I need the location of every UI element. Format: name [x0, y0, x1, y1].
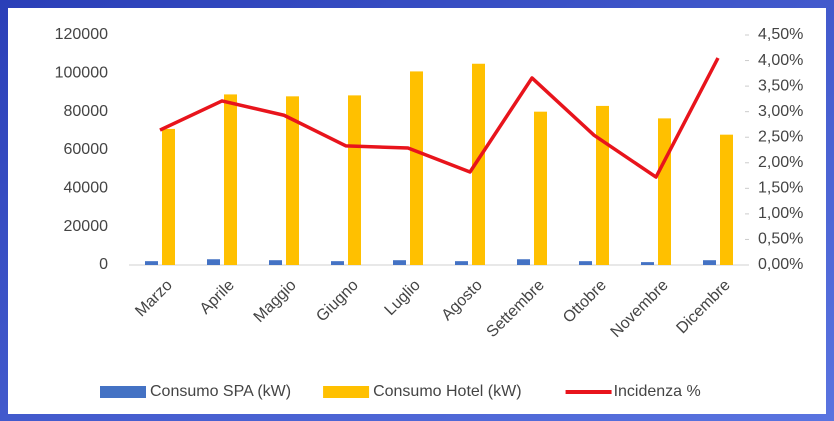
bar: [145, 261, 158, 265]
y2-tick-label: 0,00%: [758, 256, 803, 273]
bar: [269, 260, 282, 265]
legend-swatch: [100, 386, 146, 398]
y-tick-label: 20000: [64, 218, 109, 235]
bar: [455, 261, 468, 265]
legend-label: Incidenza %: [614, 383, 701, 400]
y2-tick-label: 3,50%: [758, 77, 803, 94]
bar: [534, 111, 547, 266]
y2-tick-label: 1,50%: [758, 180, 803, 197]
y2-tick-label: 2,50%: [758, 128, 803, 145]
bar: [641, 262, 654, 265]
legend-label: Consumo SPA (kW): [150, 383, 291, 400]
y2-tick-label: 4,00%: [758, 52, 803, 69]
line: [159, 57, 720, 179]
y-tick-label: 100000: [55, 65, 108, 82]
bar: [517, 259, 530, 265]
y-tick-label: 0: [99, 256, 108, 273]
y2-tick-label: 0,50%: [758, 231, 803, 248]
y-tick-label: 120000: [55, 26, 108, 43]
y2-tick-label: 3,00%: [758, 103, 803, 120]
bar: [224, 94, 237, 266]
bar: [393, 260, 406, 265]
legend-label: Consumo Hotel (kW): [373, 383, 521, 400]
bar: [207, 259, 220, 265]
bar: [579, 261, 592, 265]
bar: [348, 95, 361, 265]
bar: [703, 260, 716, 265]
bar: [658, 118, 671, 265]
bar: [410, 71, 423, 266]
bar: [162, 128, 175, 265]
y-tick-label: 80000: [64, 103, 109, 120]
legend-swatch: [323, 386, 370, 398]
y-tick-label: 60000: [64, 141, 109, 158]
bar: [720, 134, 733, 265]
y2-tick-label: 2,00%: [758, 154, 803, 171]
bar: [596, 105, 609, 266]
y2-tick-label: 1,00%: [758, 205, 803, 222]
bar: [331, 261, 344, 265]
y2-tick-label: 4,50%: [758, 26, 803, 43]
y-tick-label: 40000: [64, 180, 109, 197]
bar: [472, 63, 485, 265]
bar: [286, 96, 299, 265]
